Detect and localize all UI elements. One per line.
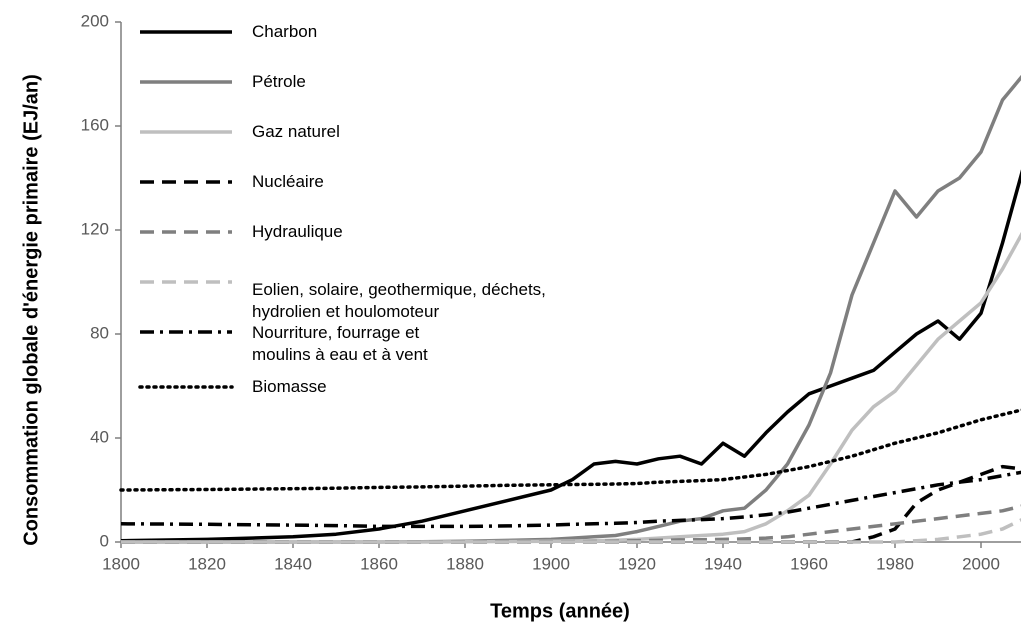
series-line xyxy=(120,169,1021,543)
x-tick-label: 2000 xyxy=(962,554,1000,573)
y-tick-label: 160 xyxy=(81,115,109,134)
legend-label: Biomasse xyxy=(252,377,327,396)
x-tick-label: 1900 xyxy=(532,554,570,573)
x-tick-label: 1980 xyxy=(876,554,914,573)
legend-label: Gaz naturel xyxy=(252,122,340,141)
legend-label: Nourriture, fourrage et moulins à eau et… xyxy=(252,323,428,364)
legend-label: Nucléaire xyxy=(252,172,324,191)
y-axis-label: Consommation globale d'énergie primaire … xyxy=(20,74,42,546)
series-line xyxy=(121,504,1021,544)
y-tick-label: 40 xyxy=(90,427,109,446)
x-tick-label: 1800 xyxy=(102,554,140,573)
y-tick-label: 0 xyxy=(100,531,109,550)
x-tick-label: 1880 xyxy=(446,554,484,573)
x-tick-label: 1860 xyxy=(360,554,398,573)
series-line xyxy=(121,518,1021,544)
legend-label: Pétrole xyxy=(252,72,306,91)
y-tick-label: 200 xyxy=(81,11,109,30)
y-tick-label: 120 xyxy=(81,219,109,238)
series-line xyxy=(119,408,1021,492)
x-tick-label: 1840 xyxy=(274,554,312,573)
x-tick-label: 1940 xyxy=(704,554,742,573)
x-tick-label: 1960 xyxy=(790,554,828,573)
series-line xyxy=(121,231,1021,544)
legend-label: Hydraulique xyxy=(252,222,343,241)
x-tick-label: 1920 xyxy=(618,554,656,573)
legend-label: Charbon xyxy=(252,22,318,41)
series-line xyxy=(121,464,1021,544)
x-axis-label: Temps (année) xyxy=(490,600,630,622)
series-line xyxy=(120,470,1021,529)
legend-label: Eolien, solaire, geothermique, déchets, … xyxy=(252,280,546,321)
x-tick-label: 1820 xyxy=(188,554,226,573)
y-tick-label: 80 xyxy=(90,323,109,342)
